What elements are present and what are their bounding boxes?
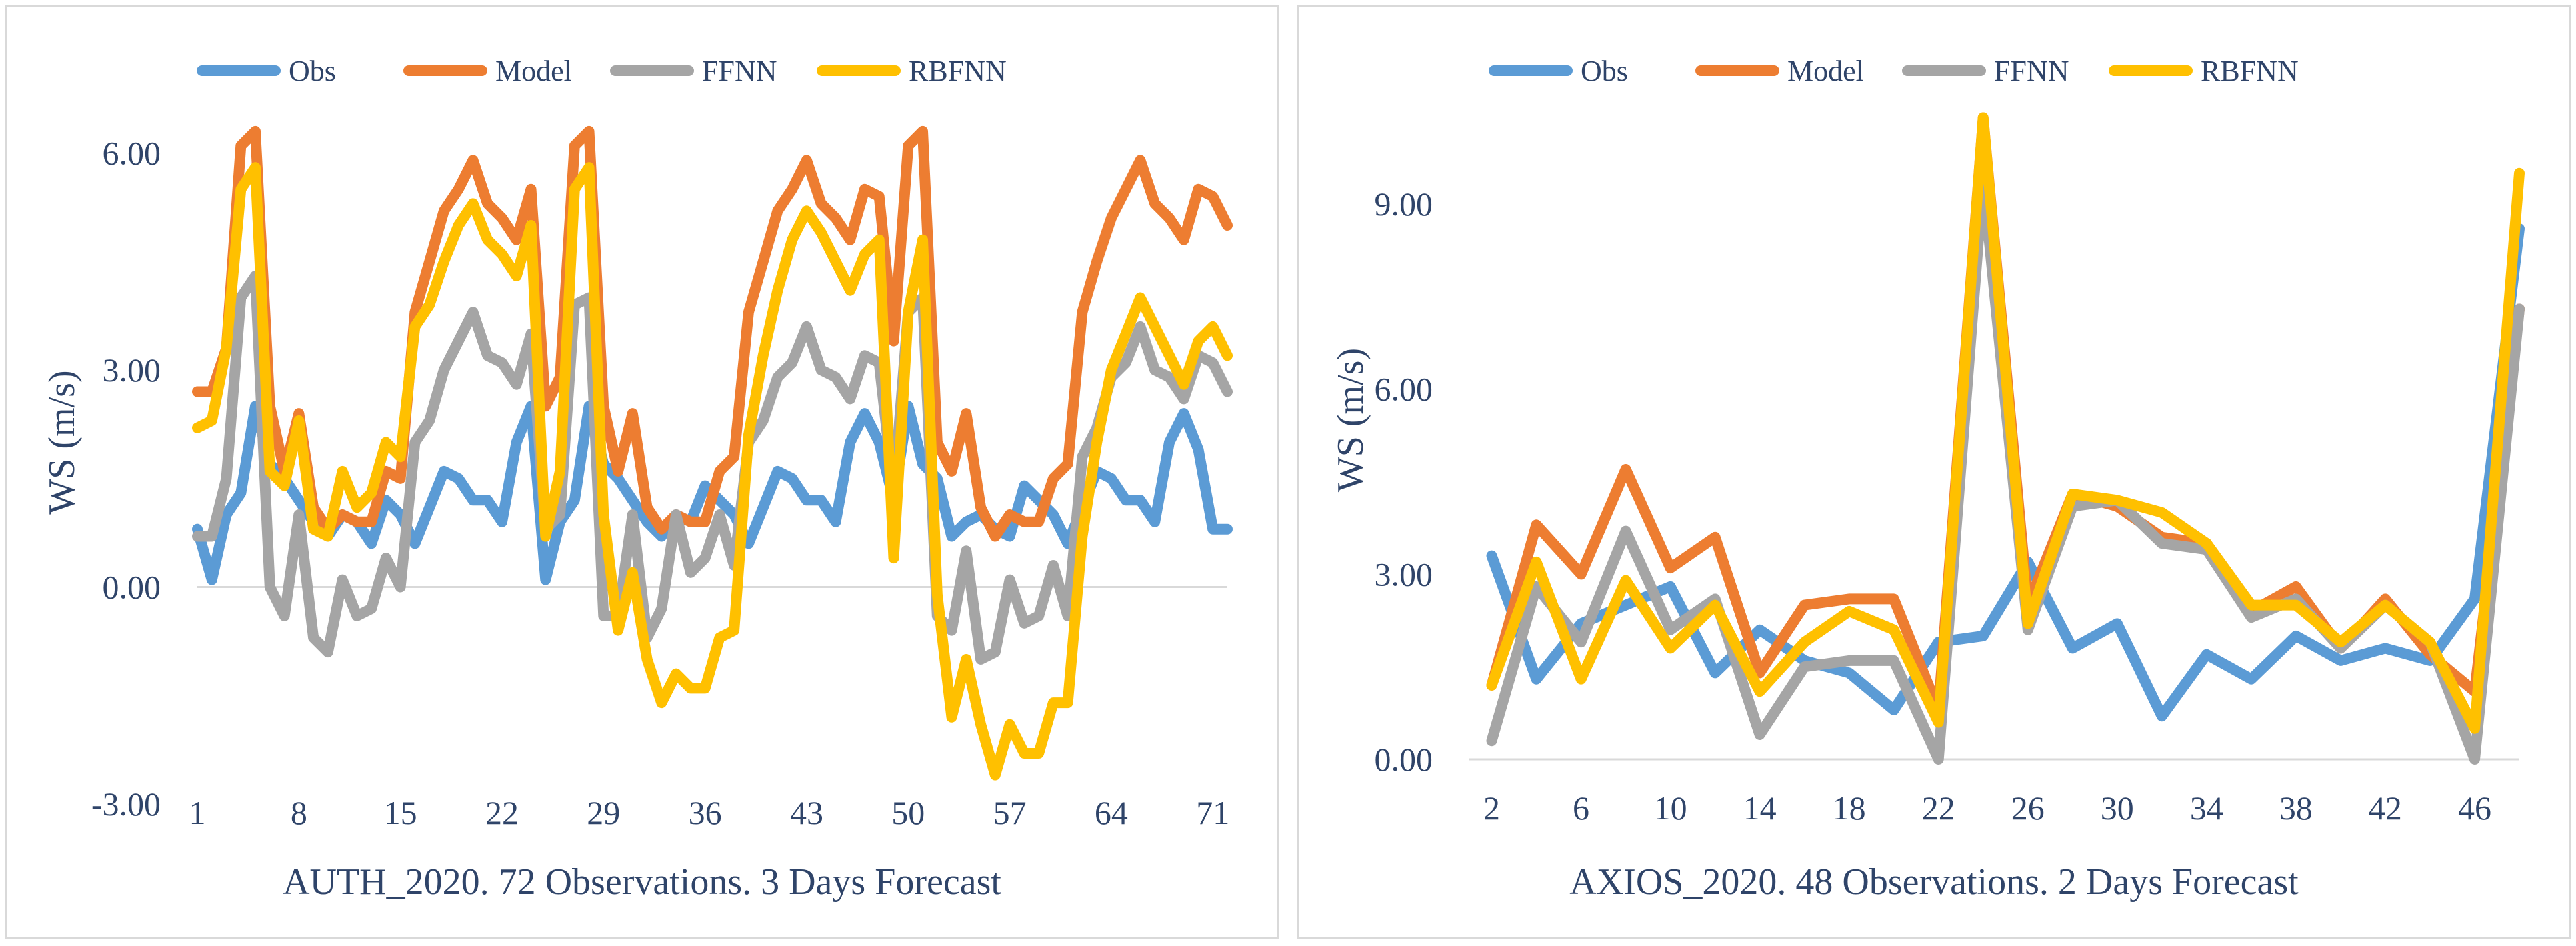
x-tick-label: 22	[485, 794, 519, 831]
y-tick-label: 6.00	[1375, 371, 1433, 408]
x-tick-label: 22	[1922, 789, 1955, 827]
x-tick-label: 71	[1196, 794, 1229, 831]
x-tick-label: 10	[1654, 789, 1687, 827]
series-line-model	[192, 125, 1233, 542]
x-tick-label: 64	[1095, 794, 1128, 831]
chart-auth-svg: -3.00 0.00 3.00 6.00 1 8 15 22 29 36 43 50 57 64 71 WS …	[41, 55, 1233, 903]
x-tick-label: 8	[291, 794, 307, 831]
y-tick-label: 0.00	[103, 569, 161, 606]
legend-label-obs: Obs	[1581, 55, 1628, 87]
x-tick-label: 34	[2190, 789, 2223, 827]
series-line-ffnn	[1486, 174, 2525, 765]
y-axis-label: WS (m/s)	[1330, 348, 1371, 492]
series-line-rbfnn	[1486, 112, 2525, 734]
x-tick-label: 6	[1573, 789, 1589, 827]
x-tick-label: 38	[2279, 789, 2313, 827]
chart-panel-axios: 0.00 3.00 6.00 9.00 2 6 10 14 18 22 26 30 34 38 42 46 WS…	[1297, 5, 2571, 939]
y-tick-label: 9.00	[1375, 185, 1433, 223]
legend-label-obs: Obs	[289, 55, 336, 87]
x-tick-label: 15	[384, 794, 417, 831]
y-tick-label: 3.00	[103, 351, 161, 389]
y-tick-label: 6.00	[103, 135, 161, 172]
x-tick-label: 42	[2369, 789, 2402, 827]
x-tick-label: 43	[790, 794, 823, 831]
y-axis-label: WS (m/s)	[41, 370, 83, 514]
y-tick-label: 3.00	[1375, 555, 1433, 593]
series-line-obs	[1486, 223, 2525, 722]
x-tick-label: 18	[1833, 789, 1866, 827]
y-tick-label: 0.00	[1375, 741, 1433, 778]
x-tick-label: 2	[1483, 789, 1500, 827]
chart-panel-auth: -3.00 0.00 3.00 6.00 1 8 15 22 29 36 43 50 57 64 71 WS …	[5, 5, 1279, 939]
series-line-rbfnn	[192, 162, 1233, 781]
y-tick-label: -3.00	[91, 785, 161, 823]
chart-axios-svg: 0.003.006.009.002 6 10 14 18 22 26 30 34 38 42 46WS…	[1330, 55, 2525, 903]
legend-label-ffnn: FFNN	[702, 55, 777, 87]
x-tick-label: 36	[689, 794, 722, 831]
x-tick-label: 1	[189, 794, 206, 831]
x-tick-label: 46	[2458, 789, 2491, 827]
x-tick-label: 14	[1743, 789, 1777, 827]
legend-label-rbfnn: RBFNN	[909, 55, 1007, 87]
series-line-ffnn	[192, 271, 1233, 665]
x-tick-label: 26	[2011, 789, 2045, 827]
legend-label-model: Model	[495, 55, 572, 87]
x-tick-label: 50	[891, 794, 925, 831]
legend-label-rbfnn: RBFNN	[2201, 55, 2299, 87]
x-tick-label: 29	[587, 794, 620, 831]
chart-title: AXIOS_2020. 48 Observations. 2 Days Fore…	[1569, 861, 2299, 903]
legend-label-model: Model	[1787, 55, 1864, 87]
chart-title: AUTH_2020. 72 Observations. 3 Days Forec…	[283, 861, 1001, 903]
legend-label-ffnn: FFNN	[1994, 55, 2069, 87]
x-tick-label: 30	[2101, 789, 2134, 827]
x-tick-label: 57	[993, 794, 1027, 831]
